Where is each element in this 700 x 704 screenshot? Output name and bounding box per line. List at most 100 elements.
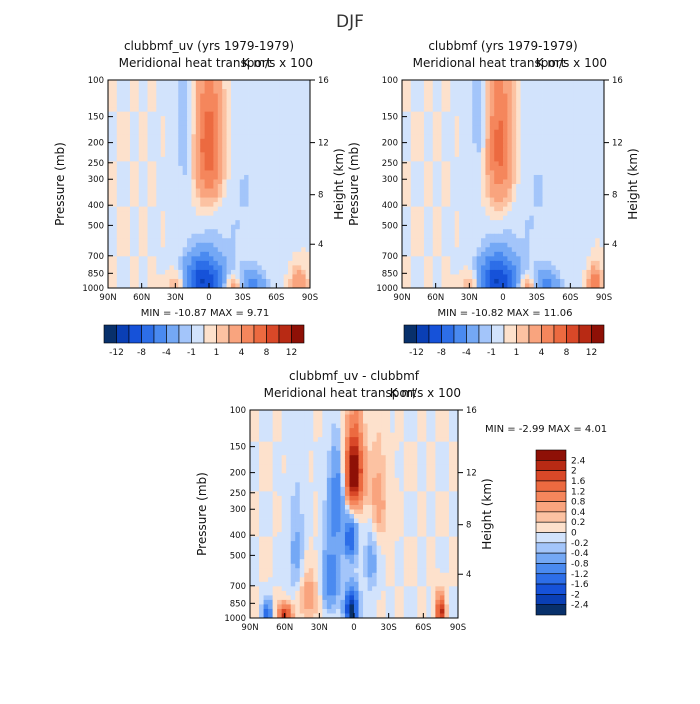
y-tick-label: 850 <box>382 269 398 279</box>
field-cell <box>494 243 499 248</box>
field-cell <box>507 220 512 225</box>
field-cell <box>424 175 429 180</box>
field-cell <box>406 98 411 103</box>
field-cell <box>516 247 521 252</box>
field-cell <box>529 170 534 175</box>
field-cell <box>291 451 296 456</box>
field-cell <box>253 80 258 85</box>
field-cell <box>381 433 386 438</box>
field-cell <box>468 243 473 248</box>
field-cell <box>538 125 543 130</box>
field-cell <box>494 94 499 99</box>
field-cell <box>262 157 267 162</box>
field-cell <box>262 170 267 175</box>
field-cell <box>148 94 153 99</box>
field-cell <box>126 179 131 184</box>
field-cell <box>442 202 447 207</box>
field-cell <box>359 424 364 429</box>
field-cell <box>275 179 280 184</box>
field-cell <box>121 238 126 243</box>
field-cell <box>266 157 271 162</box>
field-cell <box>560 112 565 117</box>
field-cell <box>288 121 293 126</box>
field-cell <box>121 234 126 239</box>
field-cell <box>481 225 486 230</box>
field-cell <box>463 238 468 243</box>
field-cell <box>490 247 495 252</box>
field-cell <box>301 80 306 85</box>
field-cell <box>183 220 188 225</box>
field-cell <box>262 161 267 166</box>
field-cell <box>534 274 539 279</box>
field-cell <box>534 175 539 180</box>
field-cell <box>435 455 440 460</box>
field-cell <box>481 125 486 130</box>
field-cell <box>270 216 275 221</box>
field-cell <box>309 446 314 451</box>
field-cell <box>543 247 548 252</box>
y-tick-label: 400 <box>382 201 398 211</box>
field-cell <box>459 175 464 180</box>
field-cell <box>297 256 302 261</box>
field-cell <box>152 243 157 248</box>
field-cell <box>231 175 236 180</box>
field-cell <box>266 89 271 94</box>
field-cell <box>336 424 341 429</box>
field-cell <box>244 107 249 112</box>
field-cell <box>200 80 205 85</box>
field-cell <box>420 247 425 252</box>
field-cell <box>551 243 556 248</box>
field-cell <box>424 238 429 243</box>
x-tick-label: 0 <box>206 293 211 303</box>
field-cell <box>560 134 565 139</box>
field-cell <box>564 134 569 139</box>
field-cell <box>139 211 144 216</box>
field-cell <box>516 170 521 175</box>
field-cell <box>301 148 306 153</box>
field-cell <box>227 256 232 261</box>
field-cell <box>422 442 427 447</box>
y-tick-label: 250 <box>382 159 398 169</box>
field-cell <box>277 433 282 438</box>
field-cell <box>161 202 166 207</box>
field-cell <box>227 229 232 234</box>
field-cell <box>420 125 425 130</box>
field-cell <box>450 152 455 157</box>
field-cell <box>205 243 210 248</box>
field-cell <box>112 152 117 157</box>
field-cell <box>222 161 227 166</box>
field-cell <box>499 274 504 279</box>
field-cell <box>582 125 587 130</box>
field-cell <box>564 252 569 257</box>
field-cell <box>449 428 454 433</box>
field-cell <box>161 85 166 90</box>
field-cell <box>156 125 161 130</box>
field-cell <box>126 274 131 279</box>
field-cell <box>112 143 117 148</box>
field-cell <box>143 238 148 243</box>
field-cell <box>538 198 543 203</box>
field-cell <box>297 189 302 194</box>
y-tick-label: 700 <box>382 252 398 262</box>
field-cell <box>231 148 236 153</box>
field-cell <box>191 103 196 108</box>
field-cell <box>297 225 302 230</box>
field-cell <box>231 198 236 203</box>
field-cell <box>222 175 227 180</box>
field-cell <box>253 121 258 126</box>
field-cell <box>578 216 583 221</box>
field-cell <box>406 247 411 252</box>
field-cell <box>450 89 455 94</box>
field-cell <box>450 139 455 144</box>
field-cell <box>428 143 433 148</box>
field-cell <box>169 89 174 94</box>
field-cell <box>174 279 179 284</box>
field-cell <box>428 85 433 90</box>
field-cell <box>415 143 420 148</box>
field-cell <box>205 225 210 230</box>
field-cell <box>578 184 583 189</box>
field-cell <box>205 184 210 189</box>
field-cell <box>543 189 548 194</box>
field-cell <box>262 274 267 279</box>
